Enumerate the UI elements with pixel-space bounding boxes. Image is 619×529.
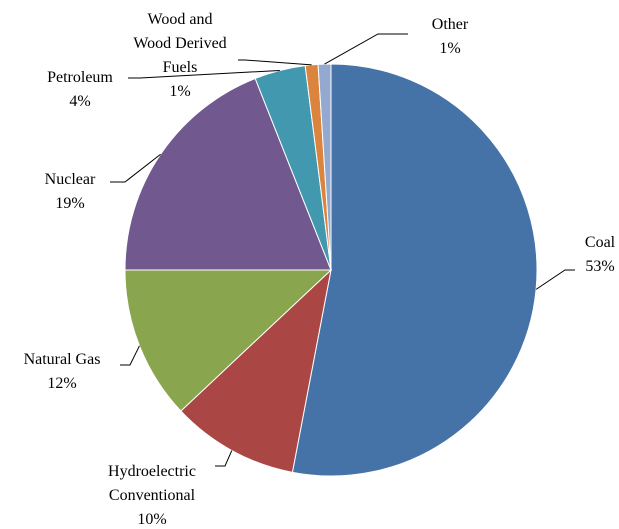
value-label: 4% [69,93,91,110]
category-name: Nuclear [44,171,96,188]
category-name: Hydroelectric Conventional [108,463,196,504]
slice-label: Wood and Wood Derived Fuels 1% [130,8,230,104]
pie-slice [317,63,332,271]
leader-line [535,269,575,290]
value-label: 12% [47,375,77,392]
category-name: Petroleum [47,69,113,86]
slice-label: Hydroelectric Conventional 10% [92,460,212,529]
category-name: Natural Gas [23,351,101,368]
value-label: 53% [585,258,615,275]
pie-slice [124,77,332,271]
leader-line [324,33,408,65]
value-label: 19% [55,195,85,212]
pie-slice [124,269,333,412]
leader-line [120,345,140,366]
value-label: 1% [439,40,461,57]
category-name: Other [431,16,469,33]
leader-line [215,450,233,467]
value-label: 1% [169,83,191,100]
category-name: Coal [584,234,616,251]
slice-label: Coal 53% [570,231,619,279]
pie-slice [180,268,332,473]
category-name: Wood and Wood Derived Fuels [133,11,227,76]
slice-label: Natural Gas 12% [7,348,117,396]
leader-line [128,69,280,79]
slice-label: Nuclear 19% [25,168,115,216]
leader-line [238,59,312,66]
leader-line [110,153,161,183]
slice-label: Petroleum 4% [30,66,130,114]
value-label: 10% [137,511,167,528]
slice-label: Other 1% [420,13,480,61]
